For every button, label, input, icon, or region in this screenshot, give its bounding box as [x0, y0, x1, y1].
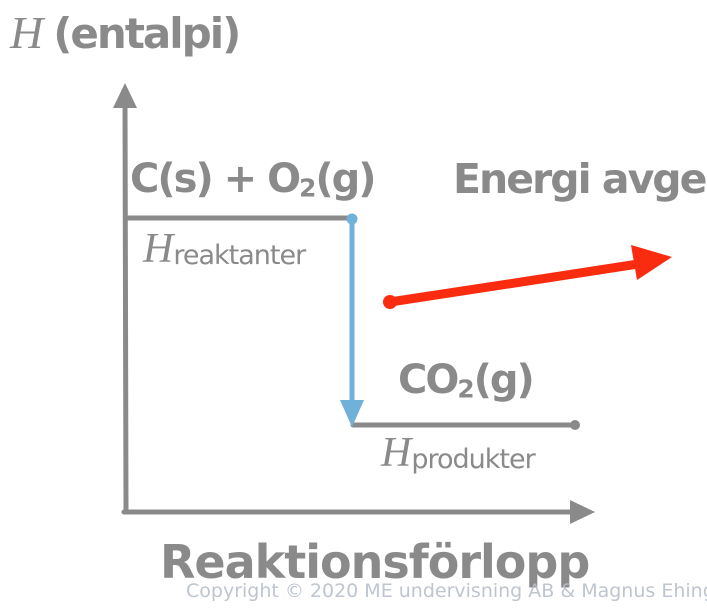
- x-axis-title: Reaktionsförlopp: [160, 535, 590, 589]
- reactant-h-subscript: reaktanter: [173, 240, 306, 271]
- product-level-end-dot: [570, 420, 580, 430]
- x-axis-arrowhead-icon: [570, 500, 595, 524]
- product-h-subscript: produkter: [411, 444, 535, 475]
- product-h-symbol: H: [381, 430, 412, 476]
- product-formula: CO2(g): [398, 357, 535, 404]
- product-formula-pre: CO: [398, 357, 459, 403]
- energy-arrow-line: [385, 259, 643, 307]
- product-formula-subscript: 2: [457, 374, 474, 404]
- enthalpy-symbol: H: [10, 7, 44, 58]
- energy-released-label: Energi avges: [453, 155, 707, 203]
- reactant-formula-post: (g): [315, 156, 376, 202]
- copyright-watermark: Copyright © 2020 ME undervisning AB & Ma…: [186, 580, 707, 602]
- y-axis-title: H (entalpi): [10, 6, 241, 59]
- reactant-formula-pre: C(s) + O: [130, 156, 301, 202]
- y-axis-arrowhead-icon: [113, 83, 137, 108]
- reactant-h-symbol: H: [143, 226, 174, 272]
- enthalpy-word: (entalpi): [53, 9, 241, 58]
- product-formula-post: (g): [473, 357, 535, 403]
- product-enthalpy-label: Hprodukter: [381, 429, 536, 477]
- y-axis-line: [122, 97, 129, 515]
- reactant-enthalpy-label: Hreaktanter: [143, 225, 306, 273]
- transition-arrowhead-icon: [340, 400, 364, 427]
- energy-arrowhead-icon: [631, 245, 672, 280]
- reactant-formula-subscript: 2: [299, 173, 316, 203]
- reactant-formula: C(s) + O2(g): [130, 156, 377, 203]
